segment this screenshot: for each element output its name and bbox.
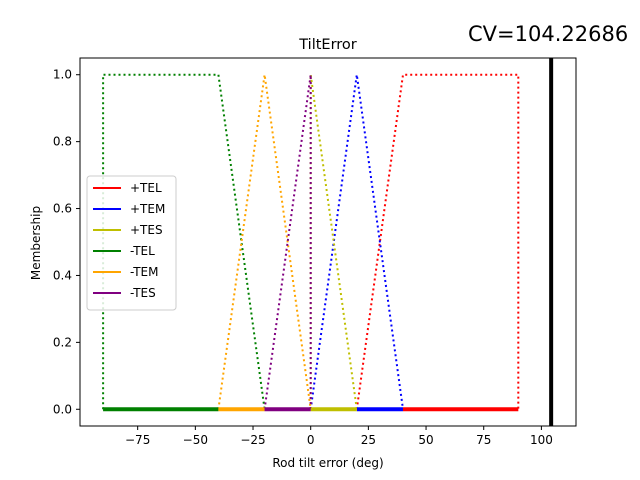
legend-label-4: -TEL	[130, 244, 155, 258]
x-axis-title: Rod tilt error (deg)	[272, 456, 383, 470]
legend-label-5: -TEM	[130, 265, 159, 279]
legend-label-1: +TEL	[130, 181, 162, 195]
x-tick-label: 0	[307, 433, 315, 447]
x-tick-label: −25	[240, 433, 265, 447]
legend-label-6: -TES	[130, 286, 156, 300]
legend: +TEL +TEM +TES -TEL -TEM -TES	[86, 175, 177, 311]
x-tick-label: 25	[361, 433, 376, 447]
axes-frame	[79, 57, 577, 427]
x-tick-label: 100	[530, 433, 553, 447]
y-axis-title: Membership	[29, 206, 43, 280]
x-tick-label: −50	[183, 433, 208, 447]
y-tick-label: 1.0	[53, 68, 72, 82]
x-tick-label: 75	[476, 433, 491, 447]
legend-label-3: +TES	[130, 223, 163, 237]
x-tick-label: 50	[418, 433, 433, 447]
legend-label-2: +TEM	[130, 202, 165, 216]
plot-area: −75 −50 −25 0 25 50 75 100 0.0 0.2 0.4 0.6 0.8 1.0	[53, 57, 577, 447]
membership-curve-1	[355, 73, 520, 410]
membership-curve-6	[263, 74, 312, 410]
y-tick-label: 0.2	[53, 335, 72, 349]
y-tick-label: 0.4	[53, 268, 72, 282]
y-tick-label: 0.8	[53, 135, 72, 149]
chart-title: TiltError	[298, 37, 357, 53]
x-tick-label: −75	[125, 433, 150, 447]
y-tick-label: 0.6	[53, 202, 72, 216]
crisp-value-annotation: CV=104.22686	[468, 22, 628, 46]
y-tick-label: 0.0	[53, 402, 72, 416]
